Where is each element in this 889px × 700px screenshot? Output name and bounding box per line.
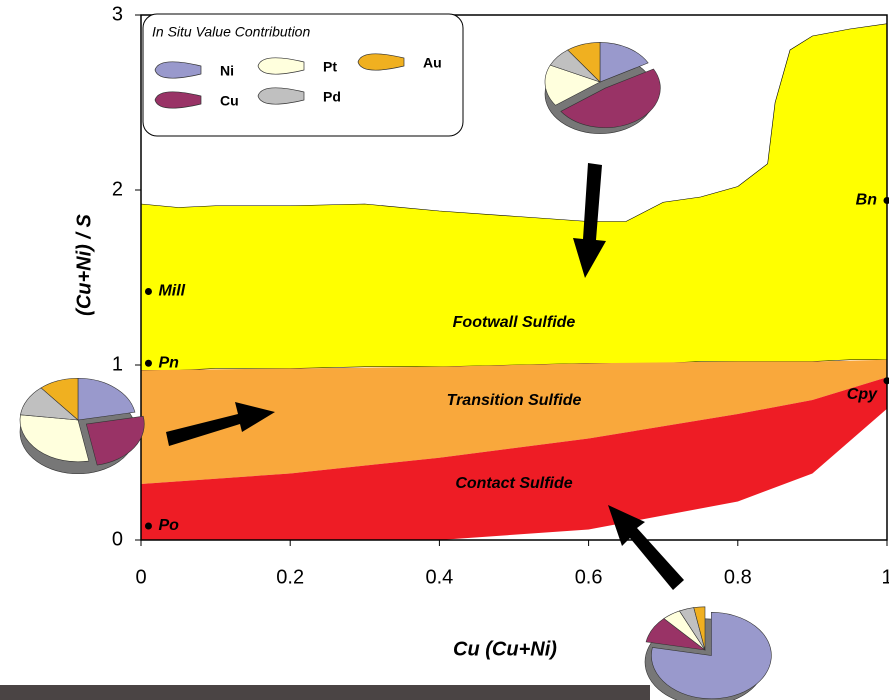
y-tick-label: 3 — [112, 3, 123, 25]
point-label: Mill — [158, 283, 185, 300]
point — [145, 523, 152, 530]
chart: Cu (Cu+Ni) (Cu+Ni) / S In Situ Value Con… — [0, 0, 889, 700]
legend-title: In Situ Value Contribution — [152, 24, 310, 40]
legend-swatch — [258, 58, 304, 74]
legend-label: Pd — [323, 89, 341, 105]
x-tick-label: 0.8 — [724, 566, 752, 588]
legend-swatch — [258, 88, 304, 104]
legend-label: Ni — [220, 63, 234, 79]
legend-swatch — [155, 62, 201, 78]
y-tick-label: 0 — [112, 528, 123, 550]
pie — [645, 607, 771, 700]
legend-label: Cu — [220, 93, 239, 109]
region-label: Transition Sulfide — [447, 392, 582, 409]
legend-label: Pt — [323, 59, 337, 75]
point-label: Cpy — [847, 386, 878, 403]
legend-label: Au — [423, 55, 442, 71]
point-label: Bn — [856, 192, 878, 209]
legend-swatch — [358, 54, 404, 70]
pie — [545, 42, 660, 133]
x-tick-label: 1 — [881, 566, 889, 588]
x-tick-label: 0 — [135, 566, 146, 588]
point — [145, 288, 152, 295]
point-label: Po — [158, 517, 179, 534]
photo-strip — [0, 685, 650, 700]
x-tick-label: 0.4 — [425, 566, 453, 588]
x-axis-label: Cu (Cu+Ni) — [453, 638, 557, 660]
x-tick-label: 0.2 — [276, 566, 304, 588]
legend-swatch — [155, 92, 201, 108]
region-label: Footwall Sulfide — [453, 314, 576, 331]
x-tick-label: 0.6 — [575, 566, 603, 588]
region-label: Contact Sulfide — [455, 475, 572, 492]
point-label: Pn — [158, 354, 179, 371]
point — [145, 360, 152, 367]
pie-slice — [86, 416, 144, 465]
y-tick-label: 1 — [112, 353, 123, 375]
y-axis-label: (Cu+Ni) / S — [73, 214, 95, 316]
y-tick-label: 2 — [112, 178, 123, 200]
pie — [20, 378, 144, 474]
